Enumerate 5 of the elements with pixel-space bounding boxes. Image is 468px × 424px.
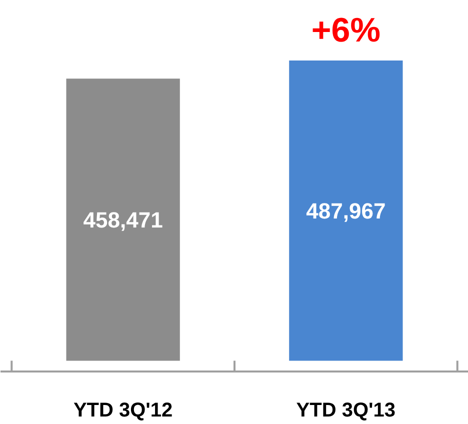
text: +6% <box>311 12 380 50</box>
data-label: 458,471 <box>83 208 163 233</box>
x-tick-label: YTD 3Q'12 <box>73 400 173 422</box>
x-tick-label: YTD 3Q'13 <box>296 400 396 422</box>
data-label: 487,967 <box>306 198 386 224</box>
